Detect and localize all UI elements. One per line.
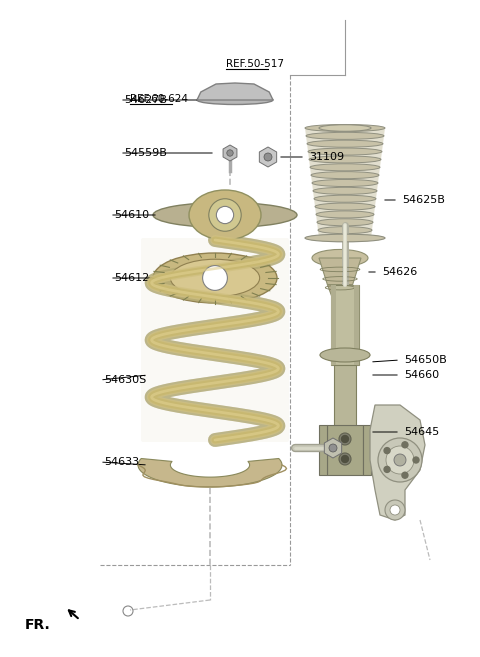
Circle shape: [384, 466, 390, 472]
Circle shape: [203, 265, 228, 290]
Circle shape: [394, 454, 406, 466]
Ellipse shape: [153, 202, 297, 227]
Polygon shape: [324, 438, 342, 458]
Ellipse shape: [315, 203, 375, 210]
Circle shape: [339, 433, 351, 445]
Circle shape: [386, 446, 414, 474]
Ellipse shape: [197, 95, 273, 104]
Circle shape: [378, 438, 422, 482]
Text: 54660: 54660: [404, 370, 439, 380]
Ellipse shape: [307, 140, 383, 147]
Ellipse shape: [153, 253, 277, 303]
Polygon shape: [305, 128, 385, 238]
Ellipse shape: [319, 125, 371, 131]
Circle shape: [339, 453, 351, 465]
Ellipse shape: [319, 235, 371, 242]
Text: 31109: 31109: [309, 152, 344, 162]
Polygon shape: [331, 285, 336, 365]
Ellipse shape: [189, 190, 261, 240]
Circle shape: [341, 455, 348, 463]
Text: 54627B: 54627B: [124, 95, 167, 105]
FancyBboxPatch shape: [141, 238, 289, 442]
Circle shape: [264, 153, 272, 161]
Circle shape: [385, 500, 405, 520]
Polygon shape: [370, 405, 425, 520]
Ellipse shape: [309, 156, 381, 163]
Polygon shape: [223, 145, 237, 161]
Text: 54630S: 54630S: [104, 375, 146, 385]
Circle shape: [390, 505, 400, 515]
Circle shape: [413, 457, 419, 463]
Ellipse shape: [306, 132, 384, 139]
Polygon shape: [138, 459, 282, 487]
Ellipse shape: [311, 171, 379, 179]
Polygon shape: [354, 285, 359, 365]
Polygon shape: [320, 355, 370, 361]
Ellipse shape: [310, 164, 380, 171]
Ellipse shape: [318, 227, 372, 234]
Circle shape: [384, 447, 390, 453]
Circle shape: [402, 442, 408, 448]
Polygon shape: [327, 425, 363, 475]
Circle shape: [341, 436, 348, 443]
Text: 54650B: 54650B: [404, 355, 447, 365]
Circle shape: [329, 444, 337, 452]
Polygon shape: [319, 425, 327, 475]
Text: REF.60-624: REF.60-624: [130, 93, 188, 104]
Ellipse shape: [209, 199, 241, 231]
Ellipse shape: [314, 195, 376, 202]
Ellipse shape: [317, 219, 373, 226]
Text: 54559B: 54559B: [124, 148, 167, 158]
Text: 54626: 54626: [382, 267, 417, 277]
Ellipse shape: [316, 211, 374, 218]
Ellipse shape: [308, 148, 382, 155]
Polygon shape: [363, 425, 371, 475]
Ellipse shape: [312, 250, 368, 267]
Ellipse shape: [305, 124, 385, 131]
Text: REF.50-517: REF.50-517: [226, 59, 284, 70]
Polygon shape: [197, 83, 273, 100]
Ellipse shape: [320, 348, 370, 362]
Text: 54645: 54645: [404, 427, 439, 437]
Ellipse shape: [170, 260, 260, 297]
Polygon shape: [259, 147, 276, 167]
Circle shape: [402, 472, 408, 478]
Ellipse shape: [313, 187, 377, 194]
Polygon shape: [327, 284, 353, 296]
Text: 54633: 54633: [104, 457, 139, 467]
Circle shape: [216, 206, 234, 223]
Text: 54610: 54610: [114, 210, 149, 220]
Text: 54625B: 54625B: [402, 195, 445, 205]
Ellipse shape: [305, 234, 385, 242]
Ellipse shape: [312, 179, 378, 187]
Polygon shape: [331, 285, 359, 365]
Text: FR.: FR.: [25, 618, 51, 632]
Polygon shape: [319, 258, 361, 284]
Text: 54612: 54612: [114, 273, 149, 283]
Circle shape: [227, 150, 233, 156]
Polygon shape: [334, 365, 356, 445]
